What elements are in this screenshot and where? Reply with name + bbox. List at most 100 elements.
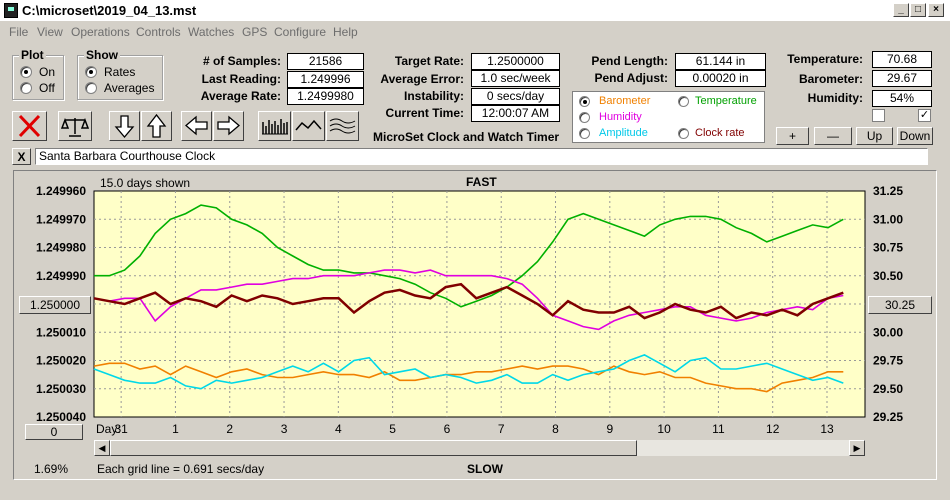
minus-button[interactable]: —: [814, 127, 852, 145]
temperature-label: Temperature:: [787, 52, 863, 66]
clock-rate-option[interactable]: Clock rate: [695, 127, 745, 139]
temperature-radio[interactable]: [678, 96, 689, 107]
checkbox-2[interactable]: ✓: [918, 109, 931, 122]
temperature-option[interactable]: Temperature: [695, 95, 757, 107]
menu-configure[interactable]: Configure: [274, 25, 327, 39]
left-center-button[interactable]: 1.250000: [19, 296, 91, 314]
left-axis-tick-label: 1.250010: [36, 325, 86, 339]
menu-operations[interactable]: Operations: [71, 25, 130, 39]
x-axis-tick-label: 7: [498, 422, 505, 436]
x-axis-tick-label: 13: [820, 422, 834, 436]
multi-line-view-button[interactable]: [326, 111, 359, 141]
left-bottom-button[interactable]: 0: [25, 424, 83, 440]
clock-name-clear-button[interactable]: X: [12, 148, 31, 165]
right-axis-tick-label: 31.25: [873, 184, 903, 198]
last-reading-label: Last Reading:: [201, 72, 281, 86]
plot-off-radio[interactable]: [20, 82, 32, 94]
samples-field: 21586: [287, 53, 364, 70]
left-axis-tick-label: 1.250040: [36, 410, 86, 424]
left-axis-tick-label: 1.250020: [36, 354, 86, 368]
target-rate-field[interactable]: 1.2500000: [471, 53, 560, 70]
average-rate-field: 1.2499980: [287, 88, 364, 105]
scroll-right-button[interactable]: [213, 111, 244, 141]
amplitude-radio[interactable]: [579, 128, 590, 139]
arrow-right-icon: [217, 115, 241, 136]
horizontal-scrollbar[interactable]: ◀ ▶: [94, 440, 865, 456]
menu-help[interactable]: Help: [333, 25, 358, 39]
scroll-down-button[interactable]: [109, 111, 140, 141]
left-axis-tick-label: 1.250030: [36, 382, 86, 396]
menu-watches[interactable]: Watches: [188, 25, 235, 39]
humidity-label: Humidity:: [807, 91, 863, 105]
minimize-button[interactable]: _: [893, 3, 909, 17]
x-axis-label: Day:: [96, 422, 121, 436]
right-center-button[interactable]: 30.25: [868, 296, 932, 314]
menu-gps[interactable]: GPS: [242, 25, 268, 39]
menu-view[interactable]: View: [37, 25, 63, 39]
scroll-right-arrow[interactable]: ▶: [849, 440, 865, 456]
pend-length-field[interactable]: 61.144 in: [675, 53, 766, 70]
menu-controls[interactable]: Controls: [136, 25, 181, 39]
maximize-button[interactable]: □: [910, 3, 926, 17]
barometer-option[interactable]: Barometer: [599, 95, 651, 107]
wave-icon: [295, 119, 322, 131]
last-reading-field: 1.249996: [287, 71, 364, 88]
x-axis-tick-label: 1: [172, 422, 179, 436]
plot-on-label: On: [39, 65, 56, 79]
show-averages-radio[interactable]: [85, 82, 97, 94]
barometer-label: Barometer:: [798, 72, 863, 86]
days-shown-label: 15.0 days shown: [100, 176, 191, 190]
left-axis-tick-label: 1.249960: [36, 184, 86, 198]
series-line-3: [93, 362, 844, 393]
humidity-option[interactable]: Humidity: [599, 111, 642, 123]
arrow-down-icon: [114, 115, 135, 139]
x-axis-tick-label: 8: [552, 422, 559, 436]
app-name-label: MicroSet Clock and Watch Timer: [373, 130, 560, 144]
right-axis-tick-label: 30.50: [873, 269, 903, 283]
line-view-button[interactable]: [292, 111, 325, 141]
up-button[interactable]: Up: [856, 127, 893, 145]
show-group-title: Show: [84, 48, 120, 62]
close-window-button[interactable]: ×: [928, 3, 944, 17]
show-rates-radio[interactable]: [85, 66, 97, 78]
balance-button[interactable]: [58, 111, 92, 141]
window-title: C:\microset\2019_04_13.mst: [22, 3, 197, 18]
pend-adjust-field[interactable]: 0.00020 in: [675, 70, 766, 87]
slow-label: SLOW: [467, 462, 503, 476]
plot-group: Plot On Off: [12, 48, 64, 100]
amplitude-option[interactable]: Amplitude: [599, 127, 648, 139]
pend-length-label: Pend Length:: [591, 54, 668, 68]
menu-file[interactable]: File: [9, 25, 29, 39]
clock-name-field[interactable]: Santa Barbara Courthouse Clock: [35, 148, 928, 165]
plot-off-label: Off: [39, 81, 55, 95]
clock-rate-radio[interactable]: [678, 128, 689, 139]
average-rate-label: Average Rate:: [200, 89, 281, 103]
plot-on-radio[interactable]: [20, 66, 32, 78]
app-icon: [4, 3, 18, 18]
balance-scale-icon: [60, 117, 90, 137]
right-axis-tick-label: 29.25: [873, 410, 903, 424]
arrow-left-icon: [184, 115, 208, 136]
series-line-2: [93, 282, 844, 320]
right-axis-tick-label: 30.75: [873, 241, 903, 255]
scroll-left-arrow[interactable]: ◀: [94, 440, 110, 456]
barometer-radio[interactable]: [579, 96, 590, 107]
humidity-field: 54%: [872, 90, 932, 107]
temperature-field: 70.68: [872, 51, 932, 68]
down-button[interactable]: Down: [897, 127, 933, 145]
scroll-left-button[interactable]: [181, 111, 212, 141]
target-rate-label: Target Rate:: [394, 54, 464, 68]
humidity-radio[interactable]: [579, 112, 590, 123]
bar-view-button[interactable]: [258, 111, 291, 141]
average-error-label: Average Error:: [380, 72, 464, 86]
x-axis-tick-label: 6: [444, 422, 451, 436]
scroll-up-button[interactable]: [141, 111, 172, 141]
left-axis-tick-label: 1.249970: [36, 212, 86, 226]
left-axis-tick-label: 1.249990: [36, 269, 86, 283]
clear-button[interactable]: [12, 111, 47, 141]
scrollbar-thumb[interactable]: [110, 440, 637, 456]
plus-button[interactable]: +: [776, 127, 809, 145]
red-x-icon: [18, 114, 41, 138]
checkbox-1[interactable]: [872, 109, 885, 122]
